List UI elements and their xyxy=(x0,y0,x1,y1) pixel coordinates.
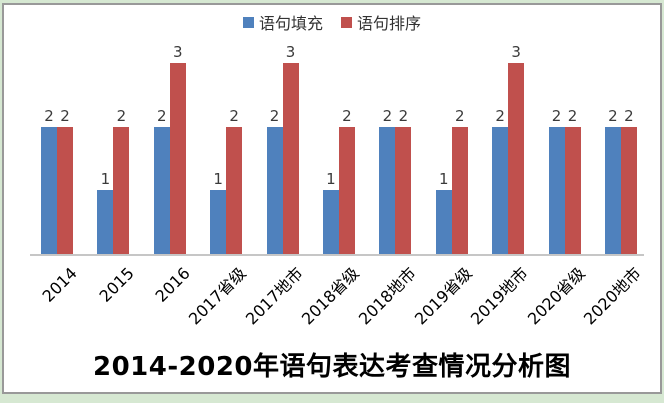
value-label: 2 xyxy=(44,107,54,125)
bar: 1 xyxy=(210,172,227,254)
chart-title: 2014-2020年语句表达考查情况分析图 xyxy=(92,352,572,382)
x-axis-label: 2019地市 xyxy=(467,263,533,329)
x-axis-line xyxy=(30,254,644,256)
bar: 3 xyxy=(169,45,186,254)
bar: 2 xyxy=(564,109,581,254)
x-axis-label: 2020地市 xyxy=(580,263,646,329)
value-label: 3 xyxy=(511,43,521,61)
value-label: 2 xyxy=(567,107,578,125)
legend-swatch-blue xyxy=(242,16,254,28)
value-label: 2 xyxy=(382,107,393,125)
value-label: 2 xyxy=(229,107,239,125)
bar: 2 xyxy=(41,109,57,254)
bar: 3 xyxy=(508,45,525,254)
x-axis-label: 2014 xyxy=(38,263,82,306)
value-label: 2 xyxy=(398,107,409,125)
value-label: 2 xyxy=(116,107,127,125)
legend: 语句填充 语句排序 xyxy=(4,10,660,34)
value-label: 2 xyxy=(608,107,618,125)
value-label: 2 xyxy=(342,107,352,125)
value-label: 1 xyxy=(438,170,449,188)
bar: 1 xyxy=(97,172,114,254)
value-label: 3 xyxy=(285,43,296,61)
value-label: 2 xyxy=(551,107,562,125)
x-axis-label: 2015 xyxy=(95,263,138,306)
bar: 2 xyxy=(620,109,637,254)
value-label: 2 xyxy=(454,107,465,125)
x-axis-label: 2019省级 xyxy=(410,263,476,329)
bar: 2 xyxy=(153,109,170,254)
bar: 2 xyxy=(57,109,73,254)
value-label: 2 xyxy=(495,107,505,125)
bar: 2 xyxy=(266,109,283,254)
value-label: 2 xyxy=(624,107,634,125)
legend-label-sentence-filling: 语句填充 xyxy=(258,14,323,33)
value-label: 2 xyxy=(60,107,70,125)
legend-swatch-red xyxy=(341,16,352,28)
x-axis-label: 2017省级 xyxy=(185,263,251,329)
value-label: 2 xyxy=(157,107,167,125)
x-axis-label: 2020省级 xyxy=(523,263,589,329)
bar: 2 xyxy=(395,109,412,254)
x-axis-labels: 2014 2015 2016 2017省级 2017地市 2018省级 2018地市 2019… xyxy=(38,258,645,353)
x-axis-label: 2016 xyxy=(151,263,194,306)
bar: 2 xyxy=(226,109,243,254)
legend-label-sentence-ordering: 语句排序 xyxy=(357,14,422,33)
bar: 2 xyxy=(338,109,355,254)
legend-item-sentence-filling: 语句填充 xyxy=(242,10,323,34)
bar: 2 xyxy=(492,109,509,254)
bar: 2 xyxy=(451,109,468,254)
bar: 1 xyxy=(435,172,452,254)
x-axis-label: 2017地市 xyxy=(241,263,307,329)
bar: 2 xyxy=(548,109,565,254)
bar: 2 xyxy=(379,109,396,254)
value-label: 3 xyxy=(173,43,183,61)
value-label: 2 xyxy=(269,107,280,125)
bar: 2 xyxy=(604,109,621,254)
value-label: 1 xyxy=(100,170,111,188)
legend-item-sentence-ordering: 语句排序 xyxy=(341,10,421,34)
value-label: 1 xyxy=(213,170,223,188)
bar: 1 xyxy=(322,172,339,254)
bar: 3 xyxy=(282,45,299,254)
bar: 2 xyxy=(113,109,130,254)
x-axis-label: 2018省级 xyxy=(298,263,364,329)
value-label: 1 xyxy=(326,170,336,188)
x-axis-label: 2018地市 xyxy=(354,263,420,329)
